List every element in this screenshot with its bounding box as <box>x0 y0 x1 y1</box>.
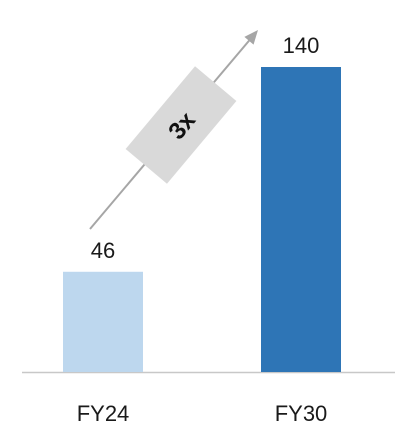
bar-fy30 <box>261 67 341 372</box>
growth-annotation: 3x <box>89 30 258 230</box>
value-label-fy30: 140 <box>283 33 320 58</box>
multiplier-box <box>125 66 237 184</box>
value-label-fy24: 46 <box>91 238 115 263</box>
multiplier-box-group: 3x <box>125 66 237 184</box>
category-label-fy30: FY30 <box>275 401 328 426</box>
bar-fy24 <box>63 271 143 372</box>
bars-group <box>63 67 341 372</box>
labels-group: 46 FY24 140 FY30 <box>77 33 328 426</box>
category-label-fy24: FY24 <box>77 401 130 426</box>
growth-arrow-head <box>244 30 258 45</box>
